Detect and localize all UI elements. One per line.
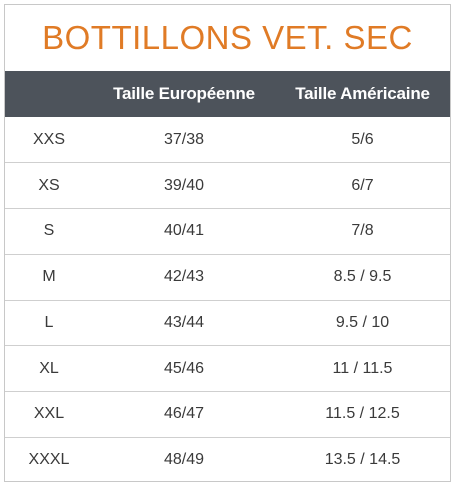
european-size: 45/46 — [163, 359, 205, 377]
chart-title: BOTTILLONS VET. SEC — [42, 19, 413, 56]
size-label: S — [43, 222, 55, 240]
size-label: XL — [39, 359, 59, 377]
american-size: 13.5 / 14.5 — [324, 451, 401, 469]
size-label: XXXL — [28, 451, 70, 469]
european-size: 37/38 — [163, 130, 205, 148]
size-label: L — [44, 313, 54, 331]
table-row: S 40/41 7/8 — [5, 208, 450, 255]
header-american-size: Taille Américaine — [295, 84, 430, 103]
header-size — [5, 71, 93, 117]
european-size: 40/41 — [163, 222, 205, 240]
european-size: 42/43 — [163, 268, 205, 286]
american-size: 6/7 — [351, 176, 374, 194]
european-size: 43/44 — [163, 313, 205, 331]
american-size: 5/6 — [351, 130, 374, 148]
table-row: XXS 37/38 5/6 — [5, 117, 450, 163]
header-european-size: Taille Européenne — [113, 84, 255, 103]
european-size: 48/49 — [163, 451, 205, 469]
european-size: 39/40 — [163, 176, 205, 194]
size-label: XXL — [33, 405, 65, 423]
american-size: 7/8 — [351, 222, 374, 240]
american-size: 11 / 11.5 — [332, 359, 393, 377]
table-row: XL 45/46 11 / 11.5 — [5, 345, 450, 392]
table-row: M 42/43 8.5 / 9.5 — [5, 254, 450, 300]
american-size: 8.5 / 9.5 — [333, 268, 392, 286]
table-row: XS 39/40 6/7 — [5, 162, 450, 209]
european-size: 46/47 — [163, 405, 205, 423]
table-header-row: Taille Européenne Taille Américaine — [5, 71, 450, 117]
american-size: 11.5 / 12.5 — [325, 405, 400, 423]
size-chart: BOTTILLONS VET. SEC Taille Européenne Ta… — [4, 4, 451, 482]
table-row: L 43/44 9.5 / 10 — [5, 300, 450, 346]
size-label: M — [42, 268, 56, 286]
table-row: XXXL 48/49 13.5 / 14.5 — [5, 437, 450, 483]
size-table: Taille Européenne Taille Américaine XXS … — [5, 71, 450, 483]
table-row: XXL 46/47 11.5 / 12.5 — [5, 391, 450, 438]
size-label: XXS — [32, 130, 65, 148]
american-size: 9.5 / 10 — [335, 313, 390, 331]
size-label: XS — [38, 176, 60, 194]
